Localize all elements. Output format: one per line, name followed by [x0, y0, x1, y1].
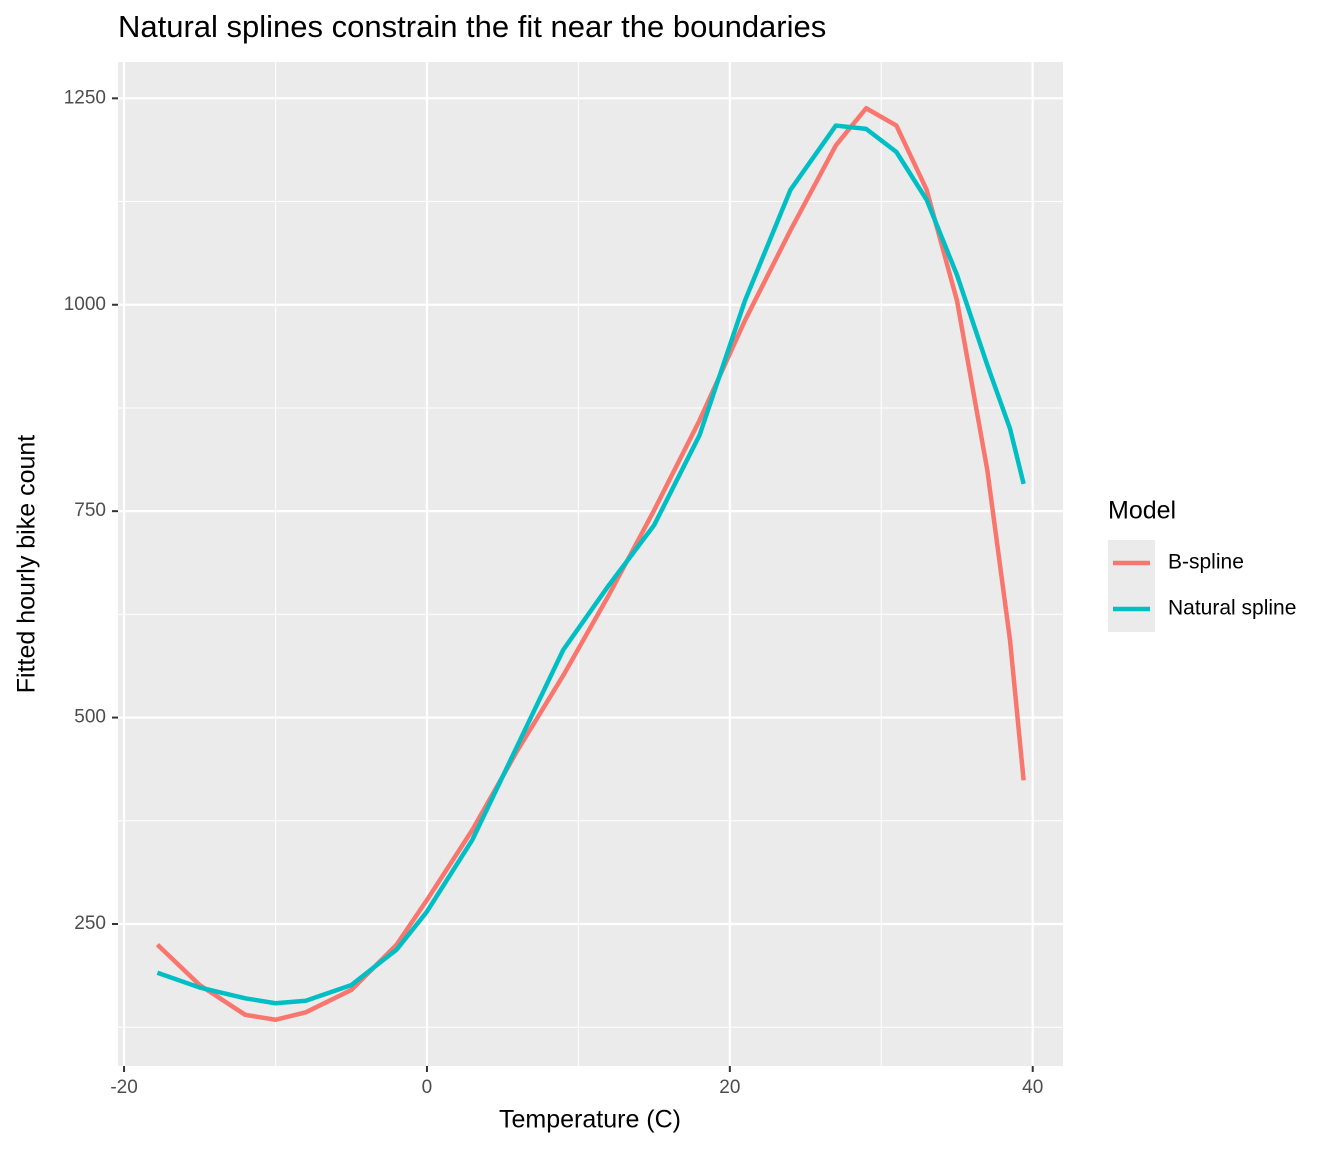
x-tick-label: 20	[719, 1077, 740, 1098]
legend-key-bg	[1108, 540, 1155, 632]
y-tick-label: 1000	[64, 294, 106, 315]
y-tick-label: 500	[74, 707, 106, 728]
x-axis-title: Temperature (C)	[499, 1106, 681, 1134]
y-tick-label: 1250	[64, 87, 106, 108]
x-tick-label: -20	[110, 1077, 137, 1098]
chart-title: Natural splines constrain the fit near t…	[118, 9, 826, 44]
legend-title: Model	[1108, 497, 1176, 525]
x-tick-label: 0	[422, 1077, 433, 1098]
panel	[118, 62, 1063, 1066]
x-tick-label: 40	[1022, 1077, 1043, 1098]
y-tick-label: 250	[74, 913, 106, 934]
legend-label: Natural spline	[1168, 597, 1296, 620]
y-axis-title: Fitted hourly bike count	[13, 435, 41, 694]
legend-label: B-spline	[1168, 551, 1244, 574]
y-tick-label: 750	[74, 500, 106, 521]
line	[156, 123, 1026, 1006]
